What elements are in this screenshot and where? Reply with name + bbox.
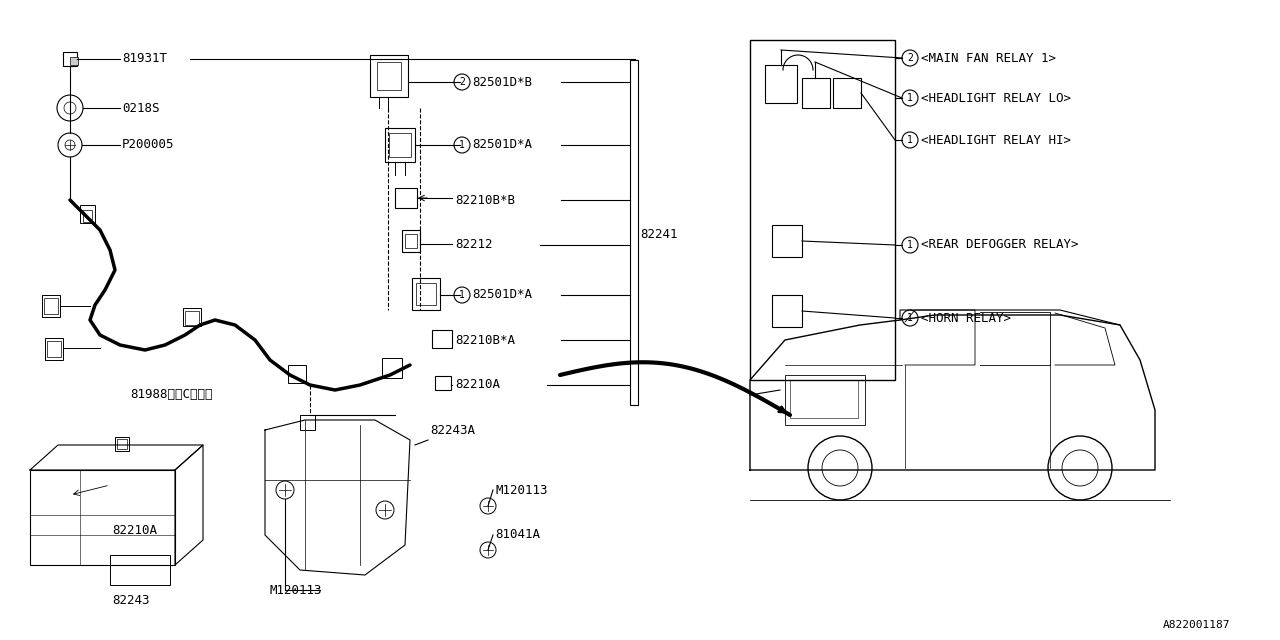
Bar [385,128,415,162]
Text: 82501D*A: 82501D*A [472,138,532,152]
Bar [381,358,402,378]
Bar [44,298,58,314]
Bar [772,225,803,257]
Text: 82501D*A: 82501D*A [472,289,532,301]
Text: 82210A: 82210A [454,378,500,392]
Bar [79,205,95,223]
Bar [750,40,895,380]
Text: <HORN RELAY>: <HORN RELAY> [922,312,1011,324]
Text: 2: 2 [908,53,913,63]
Bar [47,341,61,357]
Bar [416,283,436,305]
Text: <HEADLIGHT RELAY LO>: <HEADLIGHT RELAY LO> [922,92,1071,104]
Text: 82210B*B: 82210B*B [454,193,515,207]
Text: 1: 1 [460,140,465,150]
Text: <REAR DEFOGGER RELAY>: <REAR DEFOGGER RELAY> [922,239,1079,252]
Text: 1: 1 [908,93,913,103]
Bar [116,439,127,449]
Bar [435,376,451,390]
Bar [833,78,861,108]
Bar [378,62,401,90]
Polygon shape [265,420,410,575]
Text: 1: 1 [908,135,913,145]
Bar [370,55,408,97]
Text: 82501D*B: 82501D*B [472,76,532,88]
Text: 81988（－C年改）: 81988（－C年改） [131,388,212,401]
Text: 82243A: 82243A [430,424,475,436]
Text: 81041A: 81041A [495,529,540,541]
Text: 0218S: 0218S [122,102,160,115]
Text: 1: 1 [908,313,913,323]
Bar [45,338,63,360]
Bar [29,470,175,565]
Text: 82241: 82241 [640,228,677,241]
Bar [412,278,440,310]
Bar [404,234,417,248]
Bar [183,308,201,326]
Bar [803,78,829,108]
Bar [288,365,306,383]
Polygon shape [750,315,1155,470]
Bar [765,65,797,103]
Text: 2: 2 [460,77,465,87]
Bar [42,295,60,317]
Bar [110,555,170,585]
Text: <MAIN FAN RELAY 1>: <MAIN FAN RELAY 1> [922,51,1056,65]
Bar [790,380,858,418]
Bar [389,133,411,157]
Bar [83,210,92,222]
Bar [63,52,77,66]
Text: 1: 1 [460,290,465,300]
Text: 1: 1 [908,240,913,250]
Text: M120113: M120113 [495,483,548,497]
Text: A822001187: A822001187 [1162,620,1230,630]
Text: 81931T: 81931T [122,52,166,65]
Bar [115,437,129,451]
Bar [772,295,803,327]
Bar [785,375,865,425]
Text: 82210A: 82210A [113,524,157,536]
Text: 82243: 82243 [113,593,150,607]
Bar [433,330,452,348]
Text: 82212: 82212 [454,239,493,252]
Text: 82210B*A: 82210B*A [454,333,515,346]
Text: <HEADLIGHT RELAY HI>: <HEADLIGHT RELAY HI> [922,134,1071,147]
Bar [300,415,315,430]
Bar [186,311,198,325]
Bar [70,57,78,65]
Text: P200005: P200005 [122,138,174,152]
Bar [396,188,417,208]
Bar [630,60,637,405]
Text: M120113: M120113 [270,584,323,596]
Bar [402,230,420,252]
